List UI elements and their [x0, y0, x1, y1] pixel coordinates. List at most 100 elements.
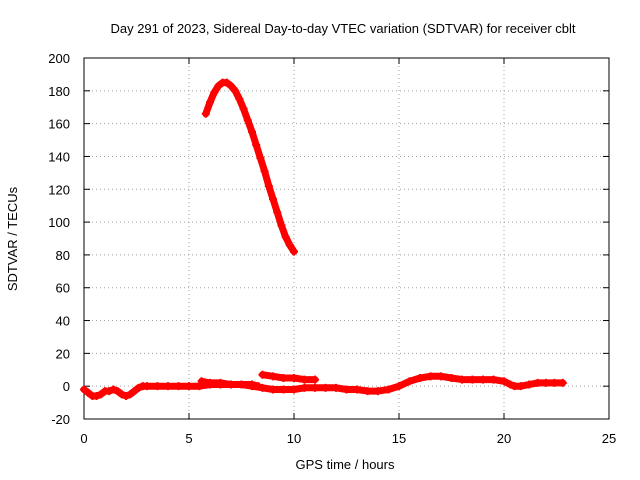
data-point [416, 373, 424, 382]
data-point [84, 388, 93, 397]
data-point [164, 382, 172, 391]
data-point [290, 247, 298, 256]
data-point [239, 104, 248, 113]
data-point [126, 390, 135, 399]
data-point [489, 375, 498, 384]
data-point [214, 81, 223, 90]
data-point [533, 378, 542, 387]
data-point [210, 88, 219, 97]
data-point [311, 375, 319, 384]
y-tick-label: 180 [48, 84, 70, 99]
data-point [260, 167, 269, 176]
y-tick-label: 120 [48, 182, 70, 197]
data-point [96, 390, 105, 399]
data-point [500, 377, 508, 386]
data-point [143, 382, 151, 391]
data-point [290, 385, 298, 394]
data-point [311, 383, 319, 392]
data-point [206, 378, 214, 387]
data-point [153, 382, 162, 391]
data-point [248, 127, 256, 136]
data-point [277, 221, 286, 230]
data-point [550, 378, 559, 387]
series-outlier-arc [201, 78, 298, 256]
data-point [542, 378, 550, 387]
data-point [285, 241, 294, 250]
data-point [363, 387, 372, 396]
tick-labels: 0 5 10 15 20 25 -20 0 20 40 60 80 100 120 140 160 180 200 [48, 51, 616, 446]
data-point [237, 380, 246, 389]
y-tick-label: -20 [51, 412, 70, 427]
data-point [279, 373, 288, 382]
data-point [258, 370, 267, 379]
data-point [353, 385, 361, 394]
y-tick-label: 40 [56, 314, 70, 329]
data-point [321, 383, 330, 392]
series-line [202, 79, 298, 256]
data-point [269, 372, 277, 381]
data-point [206, 98, 214, 107]
axis-ticks [83, 57, 610, 420]
data-point [109, 385, 118, 394]
y-tick-label: 0 [63, 379, 70, 394]
x-tick-label: 20 [497, 431, 511, 446]
series-short-segment-1 [197, 377, 263, 391]
x-tick-label: 15 [392, 431, 406, 446]
data-point [216, 378, 225, 387]
data-point [92, 392, 101, 401]
data-point [558, 378, 567, 387]
data-point [468, 375, 477, 384]
data-point [342, 385, 351, 394]
data-point [269, 195, 277, 204]
data-point [197, 377, 206, 386]
data-point [227, 380, 235, 389]
data-point [458, 375, 466, 384]
x-axis-label: GPS time / hours [296, 457, 395, 472]
data-point [117, 390, 126, 399]
y-tick-label: 140 [48, 149, 70, 164]
grid-lines [84, 58, 609, 419]
data-point [525, 380, 534, 389]
y-axis-label: SDTVAR / TECUs [5, 186, 20, 291]
data-point [113, 387, 122, 396]
data-point [174, 382, 183, 391]
data-point [235, 95, 244, 104]
data-point [185, 382, 193, 391]
data-series [80, 78, 567, 401]
data-point [516, 382, 525, 391]
data-point [264, 181, 273, 190]
data-point [447, 373, 456, 382]
data-point [300, 383, 309, 392]
data-point [384, 385, 393, 394]
data-point [222, 78, 231, 87]
data-point [426, 372, 435, 381]
data-point [122, 392, 130, 401]
data-point [405, 377, 414, 386]
data-point [227, 81, 235, 90]
data-point [506, 380, 515, 389]
data-point [254, 382, 263, 391]
data-point [269, 385, 277, 394]
data-point [243, 116, 252, 125]
data-point [332, 383, 340, 392]
data-point [201, 109, 210, 118]
data-point [252, 140, 261, 149]
data-point [105, 387, 114, 396]
data-point [256, 154, 265, 163]
x-tick-label: 0 [80, 431, 87, 446]
data-point [231, 86, 240, 95]
y-tick-label: 20 [56, 346, 70, 361]
y-tick-label: 200 [48, 51, 70, 66]
data-point [134, 383, 143, 392]
data-point [80, 385, 88, 394]
data-point [374, 387, 382, 396]
data-point [437, 372, 445, 381]
data-point [248, 380, 256, 389]
series-short-segment-2 [258, 370, 319, 384]
plot-frame [83, 57, 610, 420]
data-point [273, 208, 282, 217]
x-tick-label: 5 [185, 431, 192, 446]
x-tick-label: 25 [602, 431, 616, 446]
